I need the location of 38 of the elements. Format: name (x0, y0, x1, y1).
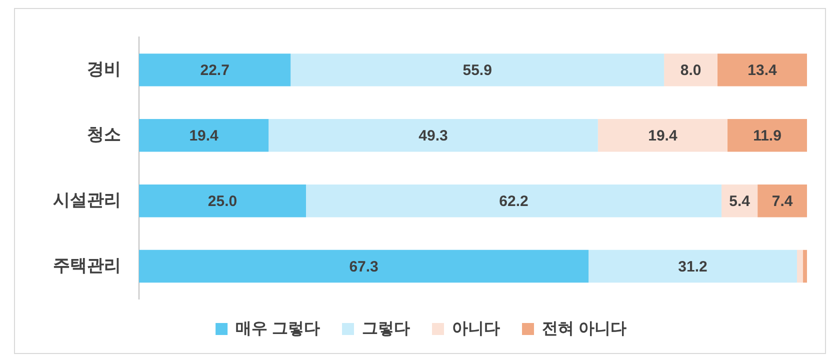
bar (588, 250, 797, 283)
bar (139, 54, 291, 86)
bar (802, 250, 807, 283)
data-label: 19.4 (189, 128, 220, 145)
data-label: 19.4 (648, 128, 678, 145)
bar (290, 54, 664, 86)
data-label: 25.0 (208, 192, 238, 210)
bar (717, 54, 807, 86)
data-label: 13.4 (748, 62, 778, 80)
bar (728, 119, 807, 152)
legend-label: 그렇다 (362, 320, 410, 338)
bar (796, 250, 803, 283)
bar (268, 119, 598, 152)
bar (139, 184, 306, 218)
data-label: 7.4 (772, 192, 794, 210)
data-label: 31.2 (678, 258, 708, 276)
bar (664, 54, 718, 86)
y-tick-label: 청소 (87, 125, 121, 144)
legend-label: 전혀 아니다 (542, 320, 626, 338)
bar (306, 184, 722, 218)
bar (721, 184, 758, 218)
bar (598, 119, 728, 152)
data-label: 8.0 (680, 62, 702, 80)
y-tick-label: 경비 (87, 60, 121, 79)
bar (758, 184, 807, 218)
bar (139, 119, 269, 152)
y-tick-label: 주택관리 (53, 256, 121, 275)
data-label: 22.7 (200, 62, 230, 80)
data-label: 67.3 (349, 258, 378, 276)
legend-label: 아니다 (452, 320, 500, 338)
data-label: 55.9 (462, 62, 492, 80)
data-label: 11.9 (753, 128, 782, 145)
y-tick-label: 시설관리 (53, 190, 121, 210)
legend-label: 매우 그렇다 (236, 320, 320, 338)
data-label: 5.4 (729, 192, 751, 210)
data-label: 49.3 (418, 128, 448, 145)
bar (139, 250, 589, 283)
data-label: 62.2 (499, 192, 528, 210)
